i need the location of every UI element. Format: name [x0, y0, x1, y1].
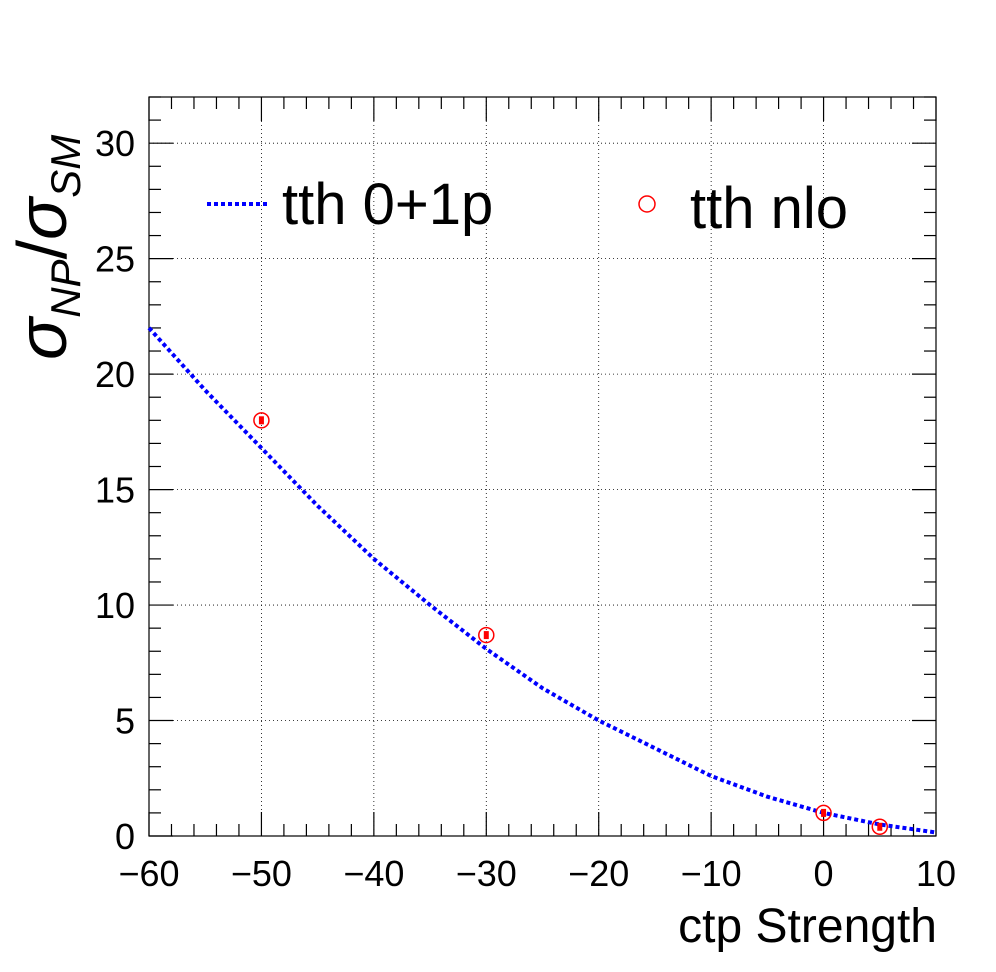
x-tick-label: −10: [681, 853, 742, 894]
legend-circle-symbol: [638, 195, 656, 213]
x-tick-label: 0: [814, 853, 834, 894]
legend-label-tth-nlo: tth nlo: [690, 176, 848, 241]
nlo-error-bar: [821, 808, 827, 817]
y-tick-label: 25: [95, 239, 135, 280]
nlo-point: [478, 626, 495, 644]
axis-ticks: [148, 96, 937, 837]
x-axis-title: ctp Strength: [678, 900, 937, 953]
legend: tth 0+1p tth nlo: [207, 172, 848, 241]
legend-label-tth-0-1p: tth 0+1p: [282, 172, 493, 237]
x-tick-label: −60: [118, 853, 179, 894]
y-tick-label: 0: [115, 816, 135, 857]
nlo-point: [253, 412, 270, 429]
nlo-error-bar: [877, 822, 883, 831]
nlo-error-bar: [483, 631, 489, 640]
y-tick-label: 20: [95, 354, 135, 395]
nlo-point: [871, 818, 889, 836]
x-tick-label: −20: [568, 853, 629, 894]
y-axis-title-text: σNP/σSM: [3, 135, 89, 360]
nlo-point: [815, 804, 832, 822]
y-tick-label: 5: [115, 701, 135, 742]
y-tick-label: 30: [95, 123, 135, 164]
x-tick-label: −50: [231, 853, 292, 894]
x-tick-label: 10: [916, 853, 956, 894]
x-tick-label: −30: [456, 853, 517, 894]
series-line-0: [147, 326, 937, 835]
y-axis-title: σNP/σSM: [3, 135, 89, 360]
y-tick-labels: 0 5 10 15 20 25 30: [95, 123, 135, 857]
x-tick-label: −40: [343, 853, 404, 894]
x-tick-labels: −60 −50 −40 −30 −20 −10 0 10: [118, 853, 956, 894]
series: [147, 326, 937, 836]
y-tick-label: 15: [95, 470, 135, 511]
y-tick-label: 10: [95, 585, 135, 626]
nlo-error-bar: [258, 416, 264, 425]
